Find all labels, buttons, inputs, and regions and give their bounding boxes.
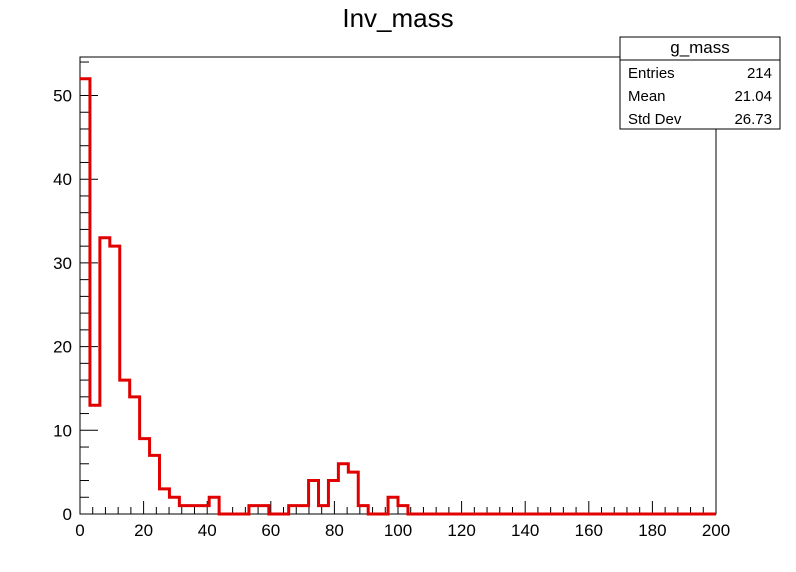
- x-tick-label: 60: [261, 521, 280, 540]
- stats-box-name: g_mass: [670, 38, 730, 57]
- y-tick-label: 20: [53, 338, 72, 357]
- histogram-bin: [90, 405, 100, 514]
- x-tick-label: 140: [511, 521, 539, 540]
- x-tick-label: 80: [325, 521, 344, 540]
- stats-box-frame: [619, 36, 781, 130]
- stats-box: g_mass Entries 214 Mean 21.04 Std Dev 26…: [619, 36, 781, 130]
- x-tick-label: 100: [384, 521, 412, 540]
- x-tick-label: 200: [702, 521, 730, 540]
- y-tick-label: 0: [63, 505, 72, 524]
- stats-label-std-dev: Std Dev: [628, 111, 682, 128]
- y-tick-label: 40: [53, 170, 72, 189]
- histogram-bin: [120, 380, 130, 514]
- x-tick-label: 0: [75, 521, 84, 540]
- x-tick-label: 160: [575, 521, 603, 540]
- histogram-step-line: [80, 77, 716, 516]
- histogram-series: [80, 77, 716, 516]
- y-tick-label: 10: [53, 421, 72, 440]
- x-tick-label: 120: [447, 521, 475, 540]
- chart-title: Inv_mass: [342, 3, 453, 33]
- stats-label-mean: Mean: [628, 88, 666, 105]
- axes: 0 20 40 60 80 100 120 140 160 180 200 0 10 20 30 40 50: [53, 61, 730, 540]
- x-tick-label: 20: [134, 521, 153, 540]
- stats-value-entries: 214: [747, 65, 772, 82]
- y-tick-label: 50: [53, 87, 72, 106]
- stats-value-mean: 21.04: [734, 88, 772, 105]
- y-tick-label: 30: [53, 254, 72, 273]
- x-tick-label: 180: [638, 521, 666, 540]
- stats-label-entries: Entries: [628, 65, 675, 82]
- stats-value-std-dev: 26.73: [734, 111, 772, 128]
- x-tick-label: 40: [198, 521, 217, 540]
